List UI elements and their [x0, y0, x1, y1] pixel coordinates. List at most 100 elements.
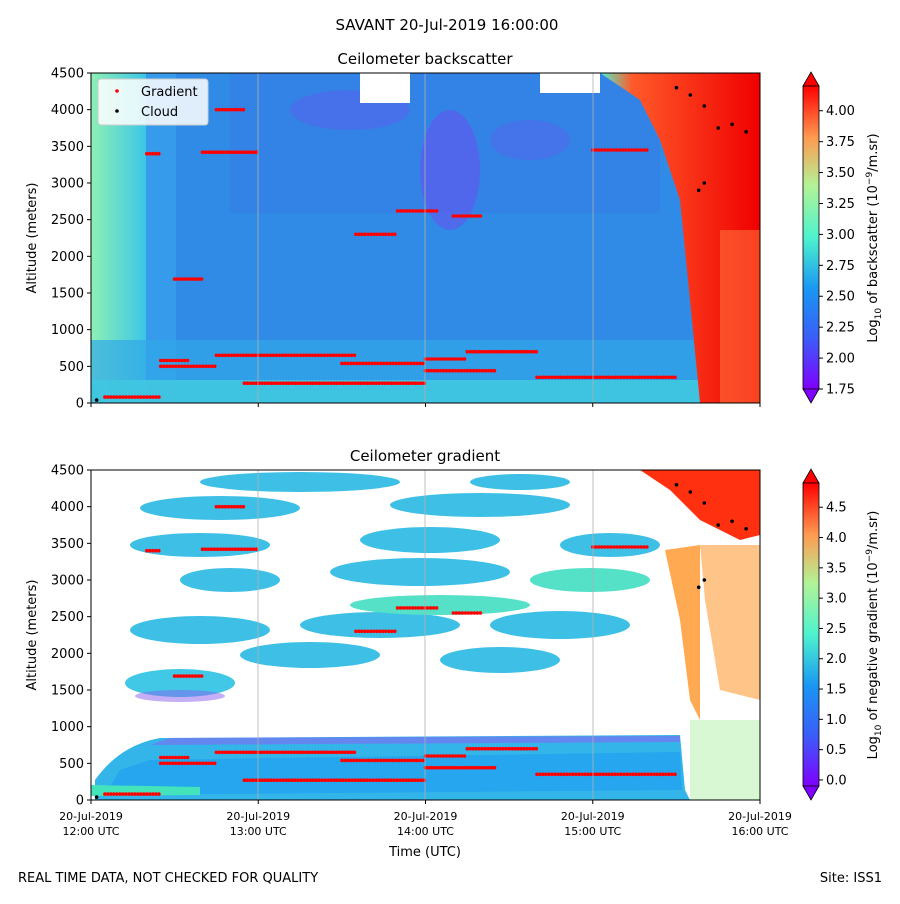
gradient-point [272, 778, 277, 782]
backscatter-panel: Ceilometer backscatter 0 500 1000 1500 2000 2… [25, 50, 884, 412]
gradient-point [193, 277, 198, 281]
gradient-point [504, 349, 509, 354]
gradient-point [176, 761, 181, 766]
gradient-point [239, 547, 244, 551]
gradient-point [248, 547, 253, 551]
gradient-point [474, 746, 479, 751]
gradient-point [633, 148, 637, 152]
gradient-point [247, 750, 252, 755]
gradient-point [389, 778, 394, 782]
gradient-point [434, 606, 439, 610]
gradient-point [130, 792, 134, 796]
gradient-point [196, 277, 201, 281]
gradient-point [223, 353, 228, 358]
gradient-point [438, 357, 443, 361]
backscatter-title: Ceilometer backscatter [337, 50, 513, 68]
gradient-point [634, 375, 638, 380]
cloud-point [702, 104, 707, 108]
gradient-point [404, 381, 409, 386]
gradient-point [456, 765, 461, 770]
gradient-point [280, 353, 285, 358]
gradient-point [215, 547, 220, 551]
gradient-point [421, 758, 425, 763]
gradient-point [349, 353, 354, 358]
cloud-point [94, 398, 99, 402]
gradient-point [194, 761, 199, 766]
gradient-point [426, 368, 431, 373]
gradient-point [492, 349, 497, 354]
cloud-point [730, 122, 734, 127]
gradient-point [343, 750, 348, 755]
gradient-point [601, 772, 605, 777]
gradient-point [251, 547, 256, 551]
cloud-point [702, 578, 707, 582]
gradient-point [323, 381, 328, 386]
gradient-point [645, 545, 649, 549]
gradient-point [176, 755, 181, 760]
gradient-point [173, 761, 178, 766]
gradient-point [468, 765, 473, 770]
gradient-point [188, 364, 193, 369]
gradient-point [394, 361, 398, 366]
gradient-point [284, 381, 289, 386]
gradient-point [248, 778, 253, 782]
gradient-point [299, 381, 304, 386]
gradient-point [642, 148, 646, 152]
gradient-point [199, 674, 204, 678]
gradient-point [334, 353, 339, 358]
gradient-point [370, 361, 374, 366]
gradient-point [292, 750, 297, 755]
gradient-point [574, 772, 578, 777]
gradient-point [401, 606, 406, 610]
gradient-point [519, 746, 524, 751]
gradient-point [435, 765, 440, 770]
gradient-point [223, 107, 228, 112]
gradient-point [618, 148, 622, 152]
gradient-point [200, 150, 205, 154]
gradient-point [463, 611, 468, 615]
gradient-point [376, 758, 380, 763]
gradient-point [335, 381, 340, 386]
gradient-point [289, 353, 294, 358]
gradient-point [450, 765, 455, 770]
gradient-point [556, 375, 560, 380]
gradient-point [357, 629, 361, 634]
gradient-point [388, 361, 392, 366]
gradient-point [340, 353, 345, 358]
gradient-point [215, 150, 220, 154]
colorbar-tick-label: 3.25 [826, 197, 855, 212]
gradient-point [164, 755, 169, 760]
gradient-point [238, 353, 243, 358]
gradient-point [627, 148, 631, 152]
gradient-point [441, 765, 446, 770]
gradient-point [223, 504, 228, 509]
gradient-point [148, 395, 152, 399]
gradient-point [447, 368, 452, 373]
gradient-point [471, 765, 476, 770]
backscatter-gradient-series [103, 107, 677, 399]
colorbar-tick-label: 1.75 [826, 383, 855, 398]
gradient-point [359, 778, 364, 782]
gradient-point [239, 150, 244, 154]
gradient-point [661, 375, 665, 380]
gradient-point [182, 755, 187, 760]
gradient-point [298, 353, 303, 358]
gradient-point [242, 381, 247, 386]
gradient-point [218, 150, 223, 154]
gradient-point [130, 395, 134, 399]
gradient-point [456, 368, 461, 373]
gradient-point [544, 772, 548, 777]
gradient-point [209, 547, 214, 551]
gradient-point [444, 357, 449, 361]
gradient-point [409, 361, 413, 366]
gradient-point [580, 772, 584, 777]
gradient-point [583, 772, 587, 777]
cloud-point [716, 523, 720, 527]
gradient-point [453, 754, 458, 758]
gradient-point [390, 629, 394, 634]
gradient-point [269, 778, 274, 782]
gradient-point [379, 758, 383, 763]
gradient-point [607, 375, 611, 380]
gradient-point [594, 545, 598, 549]
gradient-point [438, 368, 443, 373]
